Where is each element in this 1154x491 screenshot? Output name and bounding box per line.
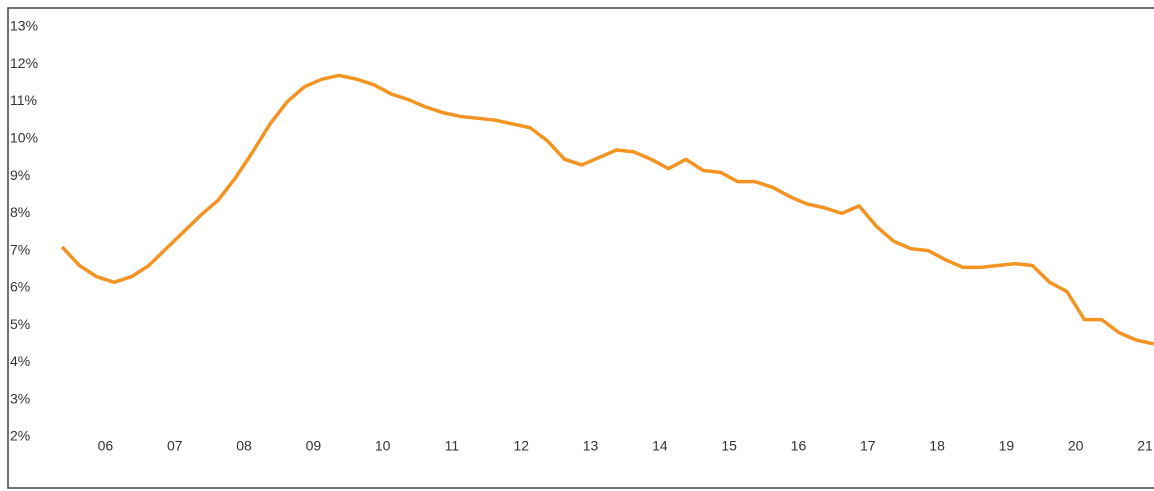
y-tick-label: 3% bbox=[10, 390, 30, 406]
y-tick-label: 6% bbox=[10, 279, 30, 295]
x-tick-label: 08 bbox=[236, 438, 252, 454]
y-tick-label: 5% bbox=[10, 316, 30, 332]
y-tick-label: 12% bbox=[10, 55, 38, 71]
y-tick-label: 9% bbox=[10, 167, 30, 183]
x-tick-label: 20 bbox=[1068, 438, 1084, 454]
x-tick-label: 12 bbox=[513, 438, 529, 454]
x-tick-label: 07 bbox=[167, 438, 183, 454]
x-tick-label: 19 bbox=[999, 438, 1015, 454]
x-tick-label: 21 bbox=[1137, 438, 1153, 454]
y-tick-label: 4% bbox=[10, 353, 30, 369]
x-tick-label: 13 bbox=[583, 438, 599, 454]
y-tick-label: 2% bbox=[10, 428, 30, 444]
y-tick-label: 8% bbox=[10, 204, 30, 220]
x-tick-label: 06 bbox=[98, 438, 114, 454]
y-tick-label: 7% bbox=[10, 241, 30, 257]
x-tick-label: 11 bbox=[445, 438, 460, 454]
frame bbox=[7, 7, 1154, 489]
y-tick-label: 13% bbox=[10, 18, 38, 34]
x-tick-label: 18 bbox=[929, 438, 945, 454]
x-tick-label: 14 bbox=[652, 438, 668, 454]
y-tick-label: 11% bbox=[10, 92, 37, 108]
y-tick-label: 10% bbox=[10, 130, 38, 146]
x-tick-label: 16 bbox=[791, 438, 807, 454]
x-tick-label: 17 bbox=[860, 438, 876, 454]
line bbox=[60, 73, 1154, 346]
x-tick-label: 10 bbox=[375, 438, 391, 454]
x-tick-label: 15 bbox=[721, 438, 737, 454]
x-tick-label: 09 bbox=[306, 438, 322, 454]
